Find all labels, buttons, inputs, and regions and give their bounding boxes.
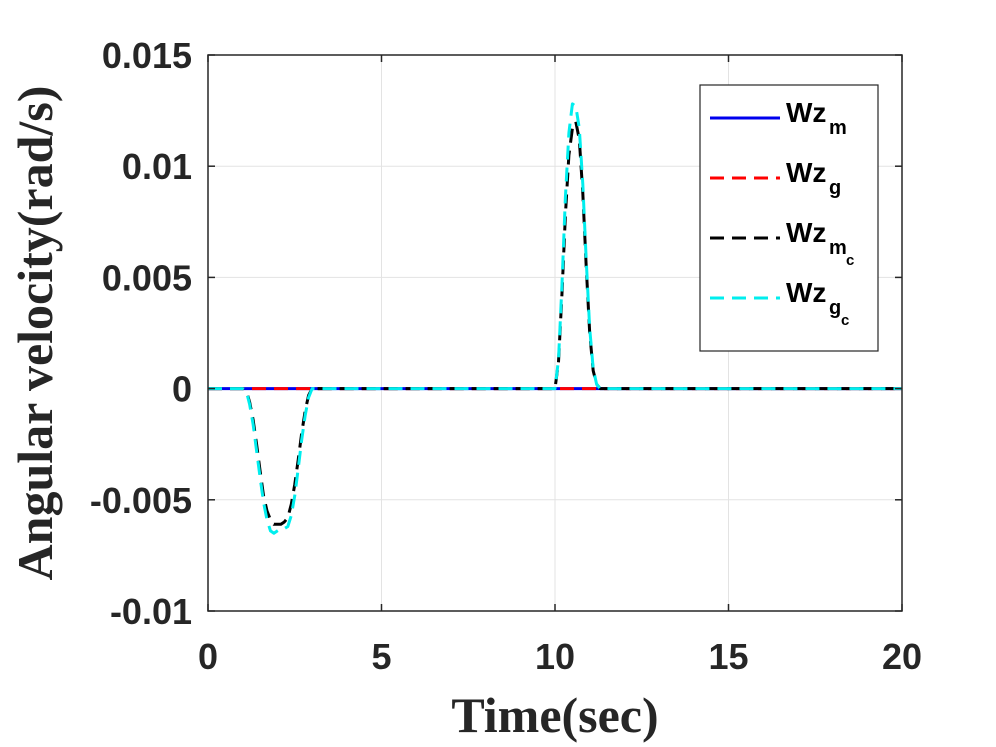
legend-subscript: m (829, 237, 847, 259)
y-axis-label: Angular velocity(rad/s) (7, 86, 63, 581)
y-tick-label: 0.005 (102, 257, 192, 298)
legend-label: Wz (786, 97, 826, 128)
x-tick-label: 15 (708, 636, 748, 677)
y-tick-label: 0 (172, 369, 192, 410)
legend-subscript: m (829, 117, 847, 139)
y-tick-label: -0.01 (110, 591, 192, 632)
legend-label: Wz (786, 277, 826, 308)
legend-subscript: g (829, 297, 841, 319)
legend-subsubscript: c (846, 252, 854, 269)
legend-label: Wz (786, 157, 826, 188)
y-tick-label: 0.015 (102, 35, 192, 76)
x-tick-label: 20 (882, 636, 922, 677)
x-axis: 0 5 10 15 20 (198, 55, 922, 677)
x-tick-label: 10 (535, 636, 575, 677)
legend-subscript: g (829, 177, 841, 199)
y-tick-label: 0.01 (122, 146, 192, 187)
x-axis-label: Time(sec) (451, 687, 658, 743)
legend-box (699, 84, 879, 352)
legend-subsubscript: c (841, 312, 849, 329)
x-tick-label: 5 (371, 636, 391, 677)
y-tick-label: -0.005 (90, 480, 192, 521)
y-axis: -0.01 -0.005 0 0.005 0.01 0.015 (90, 35, 902, 632)
series-line-wz-g-c (208, 102, 902, 535)
series-layer (208, 102, 902, 535)
x-tick-label: 0 (198, 636, 218, 677)
legend-label: Wz (786, 217, 826, 248)
